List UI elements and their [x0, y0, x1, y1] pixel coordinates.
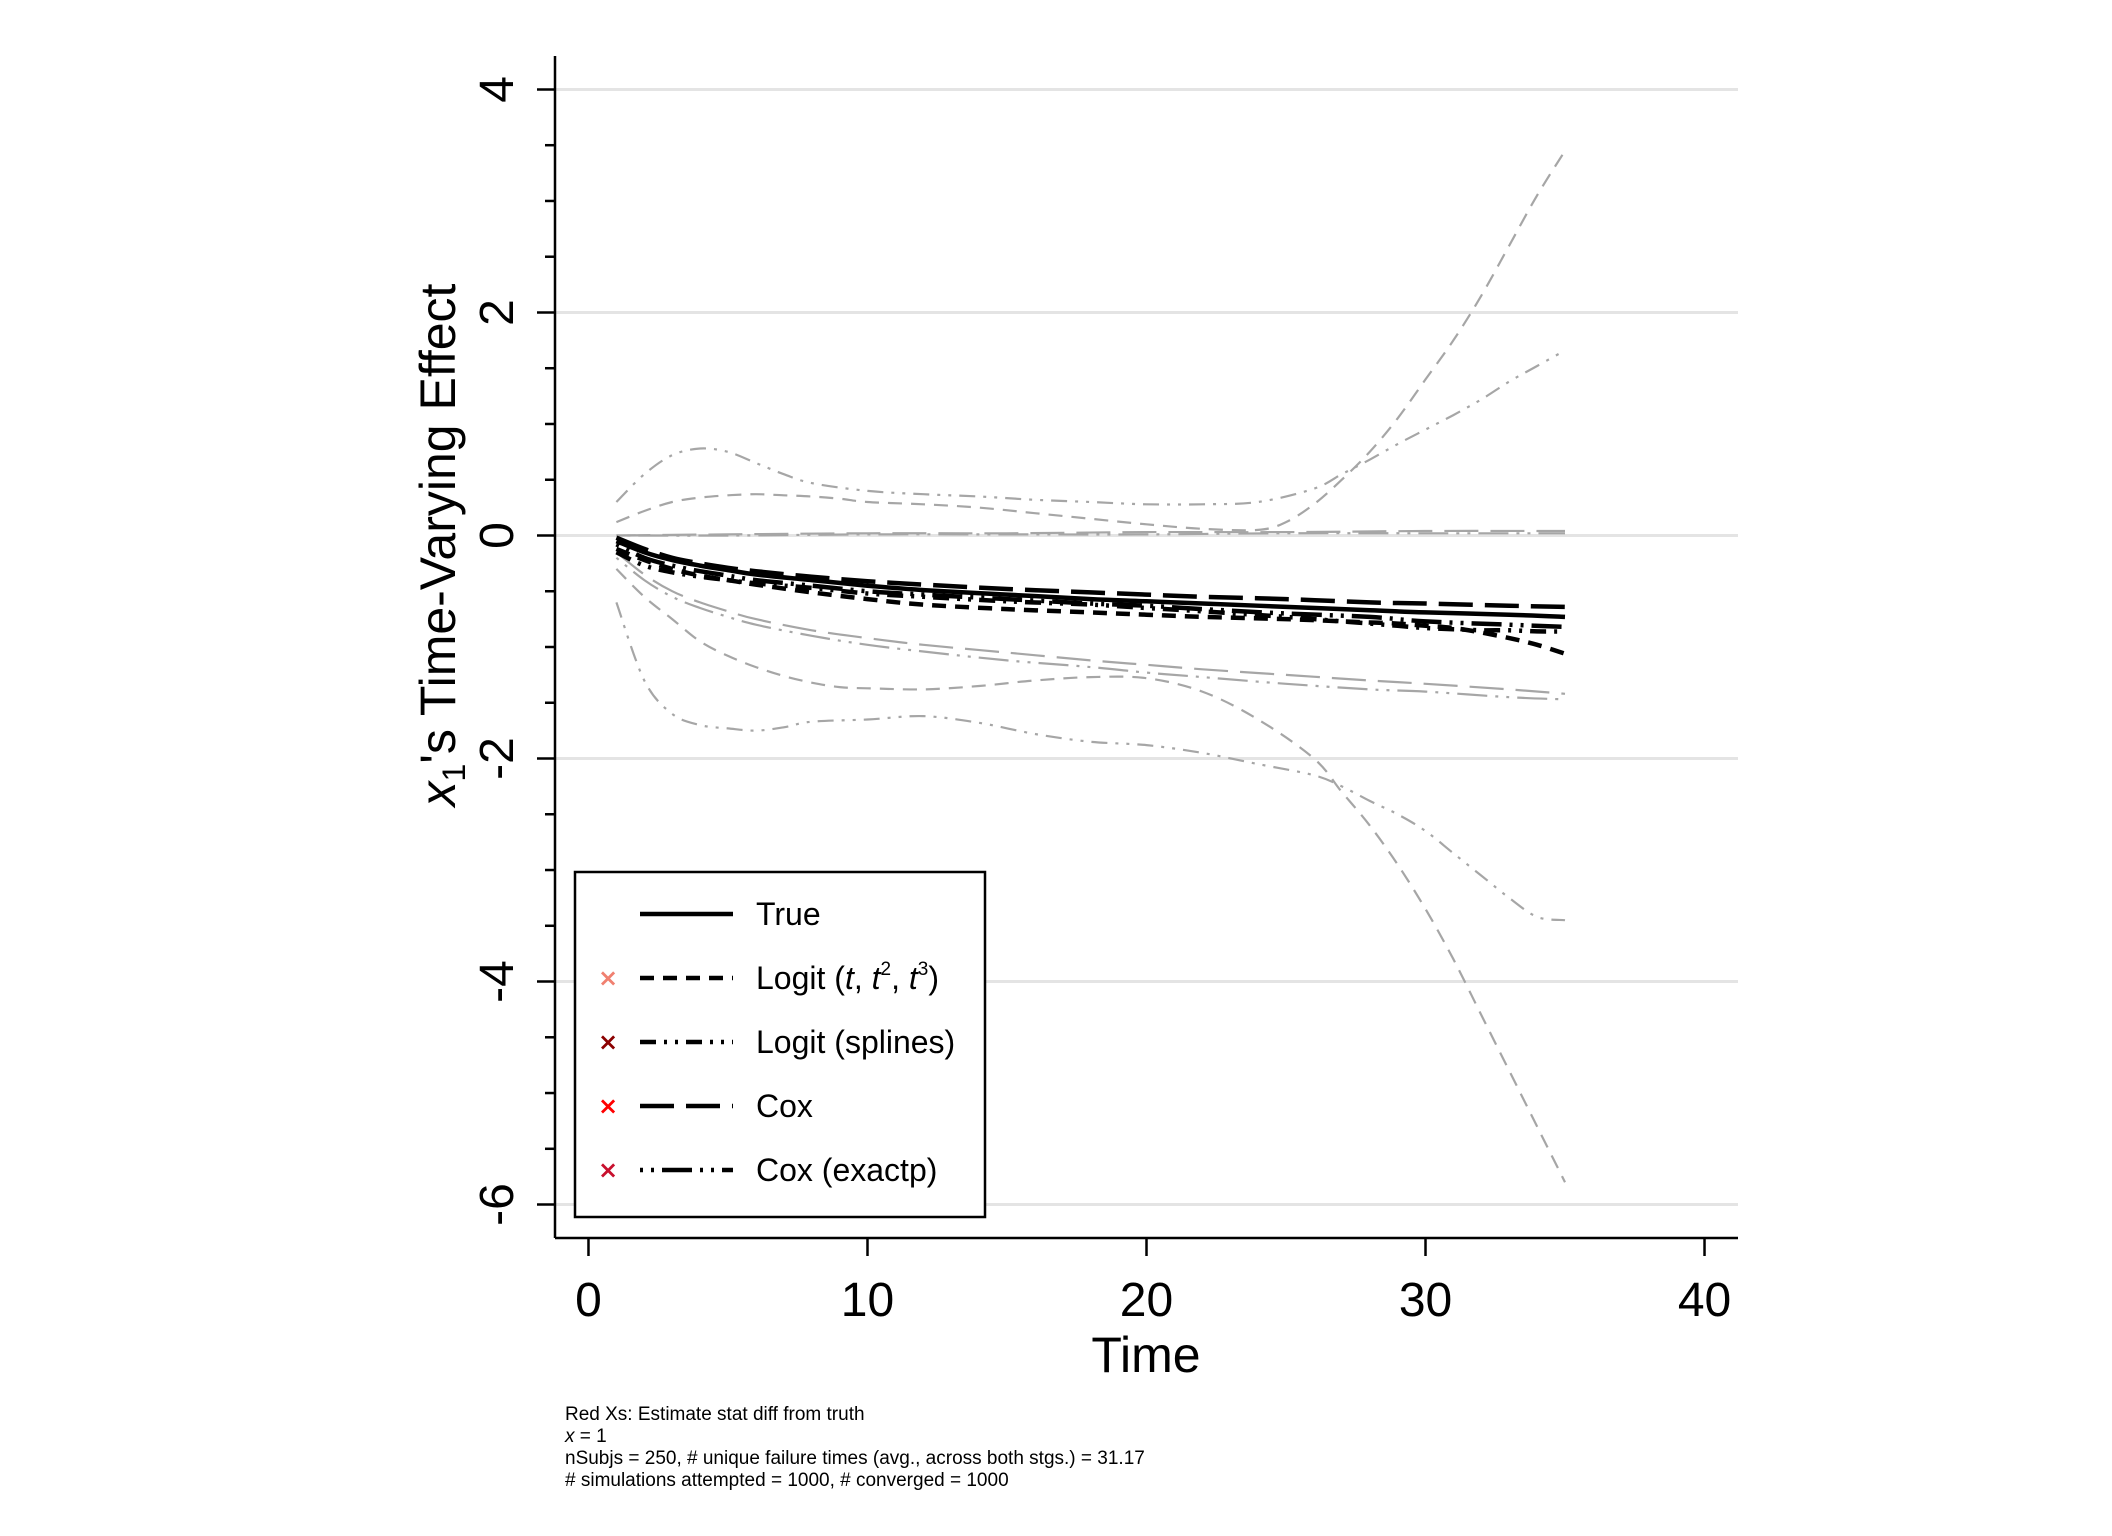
x-tick-label-10: 10: [841, 1274, 894, 1327]
legend-label-cox-exactp: Cox (exactp): [756, 1152, 937, 1188]
y-tick-label-4: 4: [471, 76, 524, 103]
series-cox-exactp: [615, 542, 1566, 630]
x-axis-title: Time: [1091, 1327, 1200, 1383]
legend-label-logit-splines: Logit (splines): [756, 1024, 955, 1060]
x-tick-label-20: 20: [1120, 1274, 1173, 1327]
y-axis-title-variable: x: [410, 779, 466, 808]
series-ci-splines-lower: [615, 602, 1566, 922]
note-x-rest: = 1: [575, 1426, 607, 1447]
note-x-value: x = 1: [564, 1426, 607, 1447]
legend-marker-cox-exactp: ×: [598, 1156, 618, 1184]
legend-box: [573, 870, 987, 1219]
legend-label-logit-poly: Logit (t, t2, t3): [756, 959, 939, 996]
chart-notes: Red Xs: Estimate stat diff from truth x …: [564, 1404, 1145, 1491]
series-ci-coxexact-lower: [615, 556, 1566, 701]
legend: True × Logit (t, t2, t3) × Logit (splines) × C…: [573, 870, 987, 1219]
x-axis-ticks: 0 10 20 30 40: [575, 1238, 1731, 1327]
note-subjects: nSubjs = 250, # unique failure times (av…: [565, 1448, 1145, 1469]
legend-marker-logit-poly: ×: [598, 964, 618, 992]
series-ci-cox-lower: [615, 551, 1566, 695]
legend-entries: True × Logit (t, t2, t3) × Logit (splines) × C…: [598, 896, 955, 1188]
series-true: [615, 539, 1566, 620]
note-red-xs: Red Xs: Estimate stat diff from truth: [565, 1404, 865, 1425]
legend-label-cox: Cox: [756, 1088, 813, 1124]
y-tick-label--4: -4: [471, 960, 524, 1003]
series-ci-coxexact-upper: [616, 532, 1565, 537]
y-axis-title-text: 's Time-Varying Effect: [410, 283, 466, 763]
series-logit-poly: [615, 546, 1566, 656]
note-x-variable: x: [564, 1426, 576, 1447]
x-tick-label-30: 30: [1399, 1274, 1452, 1327]
plot-series: [615, 150, 1566, 1183]
note-simulations: # simulations attempted = 1000, # conver…: [565, 1470, 1009, 1491]
x-tick-label-40: 40: [1678, 1274, 1731, 1327]
legend-marker-logit-splines: ×: [598, 1028, 618, 1056]
series-ci-cox-upper: [616, 529, 1566, 537]
series-ci-logit-upper: [615, 150, 1566, 532]
legend-marker-cox: ×: [598, 1092, 618, 1120]
y-axis-ticks: -6 -4 -2 0 2 4: [471, 76, 555, 1226]
y-tick-label--2: -2: [471, 737, 524, 780]
x-tick-label-0: 0: [575, 1274, 602, 1327]
y-tick-label-0: 0: [471, 522, 524, 549]
y-tick-label--6: -6: [471, 1183, 524, 1226]
series-cox: [615, 535, 1566, 610]
y-axis-title: x1's Time-Varying Effect: [410, 283, 472, 808]
y-tick-label-2: 2: [471, 299, 524, 326]
y-axis-title-subscript: 1: [436, 764, 472, 782]
series-ci-splines-upper: [615, 349, 1566, 506]
legend-label-true: True: [756, 896, 821, 932]
series-ci-logit-lower: [615, 568, 1566, 1183]
